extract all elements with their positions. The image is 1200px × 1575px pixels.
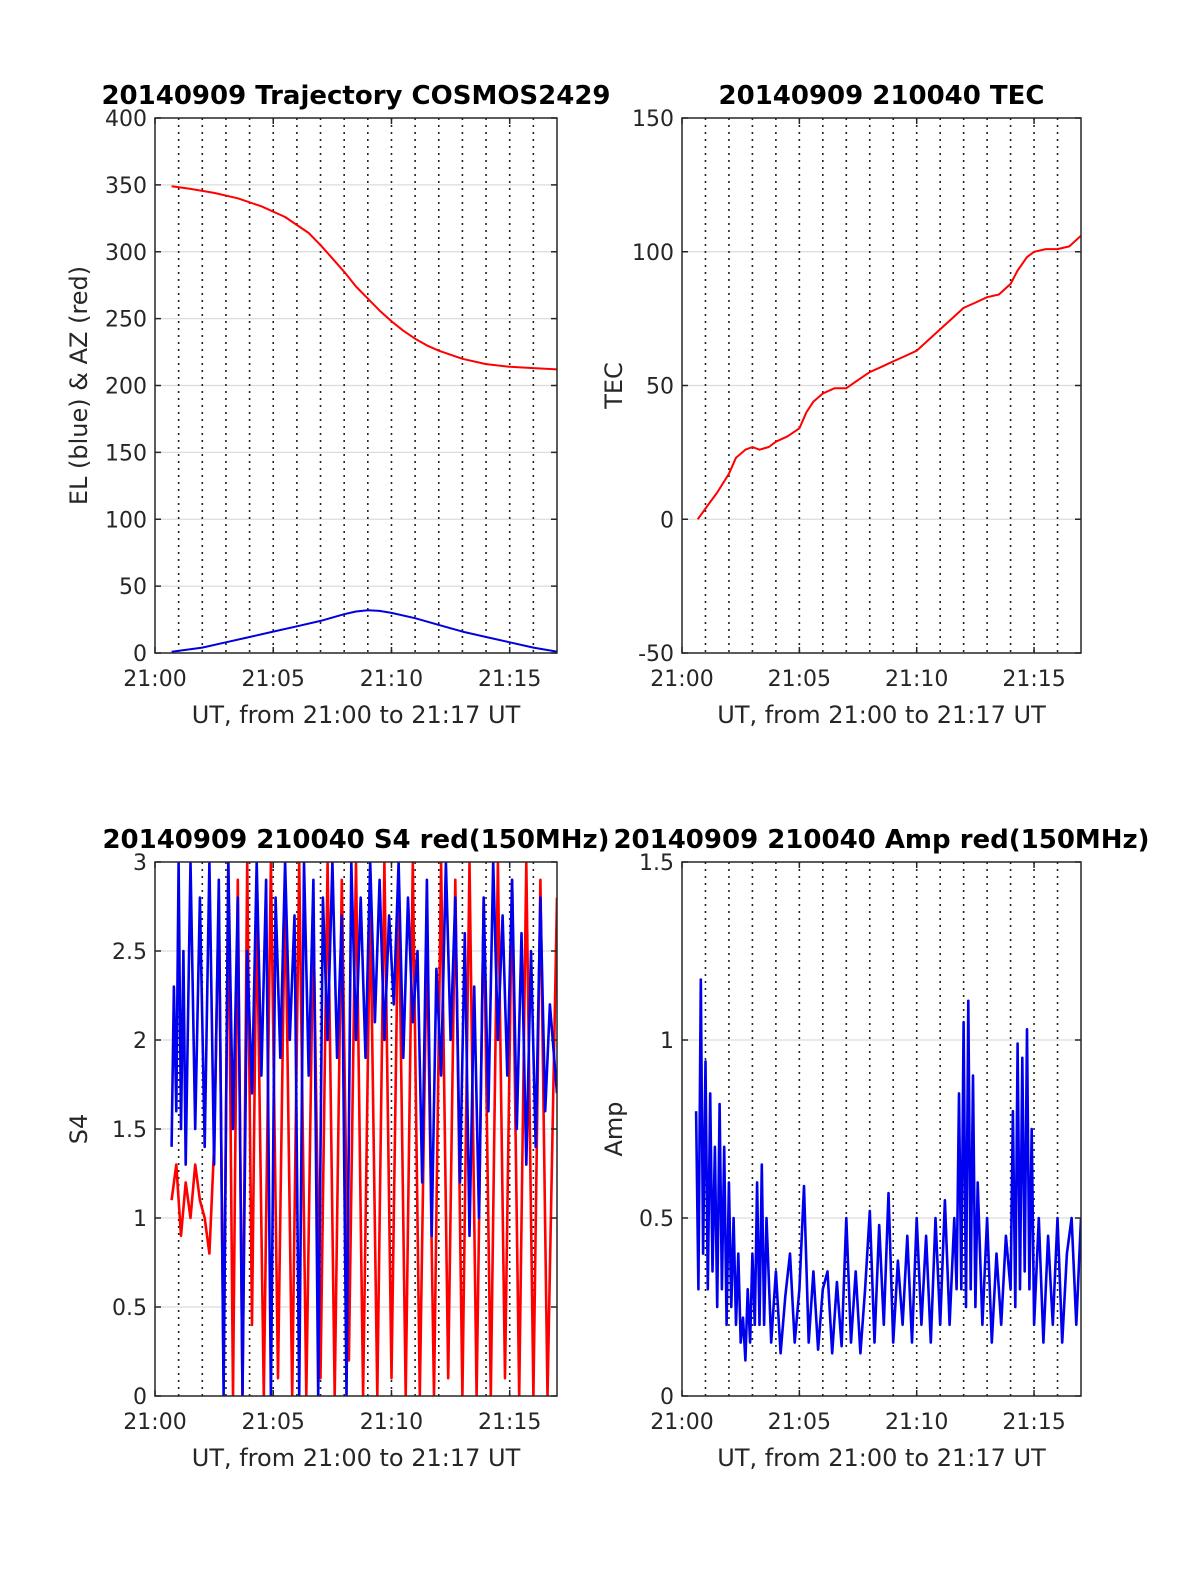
y-tick-label: 50 <box>646 375 674 400</box>
x-tick-label: 21:15 <box>1002 1410 1065 1435</box>
y-tick-label: 350 <box>105 174 147 199</box>
y-tick-label: 3 <box>133 851 147 876</box>
series-line-trajectory-0 <box>171 185 557 371</box>
x-axis-label: UT, from 21:00 to 21:17 UT <box>192 1444 521 1472</box>
x-axis-label: UT, from 21:00 to 21:17 UT <box>717 1444 1046 1472</box>
y-tick-label: 2 <box>133 1029 147 1054</box>
x-tick-label: 21:05 <box>242 667 305 692</box>
y-axis-label: TEC <box>600 362 628 410</box>
y-tick-label: 1 <box>133 1207 147 1232</box>
y-axis-label: S4 <box>65 1114 93 1145</box>
y-tick-label: 50 <box>119 575 147 600</box>
x-tick-label: 21:10 <box>360 667 423 692</box>
y-tick-label: 0.5 <box>112 1296 147 1321</box>
x-tick-label: 21:00 <box>650 667 713 692</box>
y-tick-label: 2.5 <box>112 940 147 965</box>
y-tick-label: 0.5 <box>639 1207 674 1232</box>
y-tick-label: 150 <box>632 107 674 132</box>
y-axis-label: EL (blue) & AZ (red) <box>65 266 93 505</box>
y-tick-label: 1.5 <box>112 1118 147 1143</box>
y-tick-label: 1.5 <box>639 851 674 876</box>
y-tick-label: 0 <box>133 1385 147 1410</box>
chart-s4: 0 0.5 1 1.5 2 2.5 3 21:00 21:05 21:10 21:15 2014090… <box>65 825 610 1472</box>
x-axis-label: UT, from 21:00 to 21:17 UT <box>717 701 1046 729</box>
x-axis-label: UT, from 21:00 to 21:17 UT <box>192 701 521 729</box>
y-tick-label: 200 <box>105 375 147 400</box>
x-tick-label: 21:05 <box>768 667 831 692</box>
series-line-amp-0 <box>694 978 1081 1362</box>
y-axis-label: Amp <box>600 1101 628 1156</box>
y-tick-label: 250 <box>105 308 147 333</box>
y-tick-label: 0 <box>660 1385 674 1410</box>
x-tick-label: 21:15 <box>1002 667 1065 692</box>
series-line-tec-0 <box>696 234 1081 520</box>
x-tick-label: 21:00 <box>123 1410 186 1435</box>
chart-title: 20140909 210040 TEC <box>719 81 1045 111</box>
y-tick-label: 150 <box>105 441 147 466</box>
x-tick-label: 21:05 <box>768 1410 831 1435</box>
x-tick-label: 21:00 <box>123 667 186 692</box>
y-tick-label: 100 <box>632 241 674 266</box>
chart-title: 20140909 210040 S4 red(150MHz) <box>102 825 609 855</box>
series-line-trajectory-1 <box>171 609 557 653</box>
y-tick-label: 100 <box>105 508 147 533</box>
chart-trajectory: 0 50 100 150 200 250 300 350 400 21:00 21:05 21:10 2… <box>65 81 611 729</box>
x-tick-label: 21:10 <box>885 1410 948 1435</box>
chart-title: 20140909 210040 Amp red(150MHz) <box>613 825 1149 855</box>
series-line-s4-1 <box>170 862 557 1396</box>
y-tick-label: -50 <box>638 642 674 667</box>
x-tick-label: 21:15 <box>478 667 541 692</box>
chart-amp: 0 0.5 1 1.5 21:00 21:05 21:10 21:15 20140909 210… <box>600 825 1150 1472</box>
axes-frame <box>681 861 1082 1397</box>
y-tick-label: 300 <box>105 241 147 266</box>
chart-tec: -50 0 50 100 150 21:00 21:05 21:10 21:15 20140909… <box>600 81 1082 729</box>
x-tick-label: 21:10 <box>360 1410 423 1435</box>
x-tick-label: 21:00 <box>650 1410 713 1435</box>
y-tick-label: 1 <box>660 1029 674 1054</box>
chart-title: 20140909 Trajectory COSMOS2429 <box>101 81 610 111</box>
y-tick-label: 0 <box>133 642 147 667</box>
y-tick-label: 0 <box>660 508 674 533</box>
y-tick-label: 400 <box>105 107 147 132</box>
x-tick-label: 21:15 <box>478 1410 541 1435</box>
x-tick-label: 21:05 <box>242 1410 305 1435</box>
x-tick-label: 21:10 <box>885 667 948 692</box>
